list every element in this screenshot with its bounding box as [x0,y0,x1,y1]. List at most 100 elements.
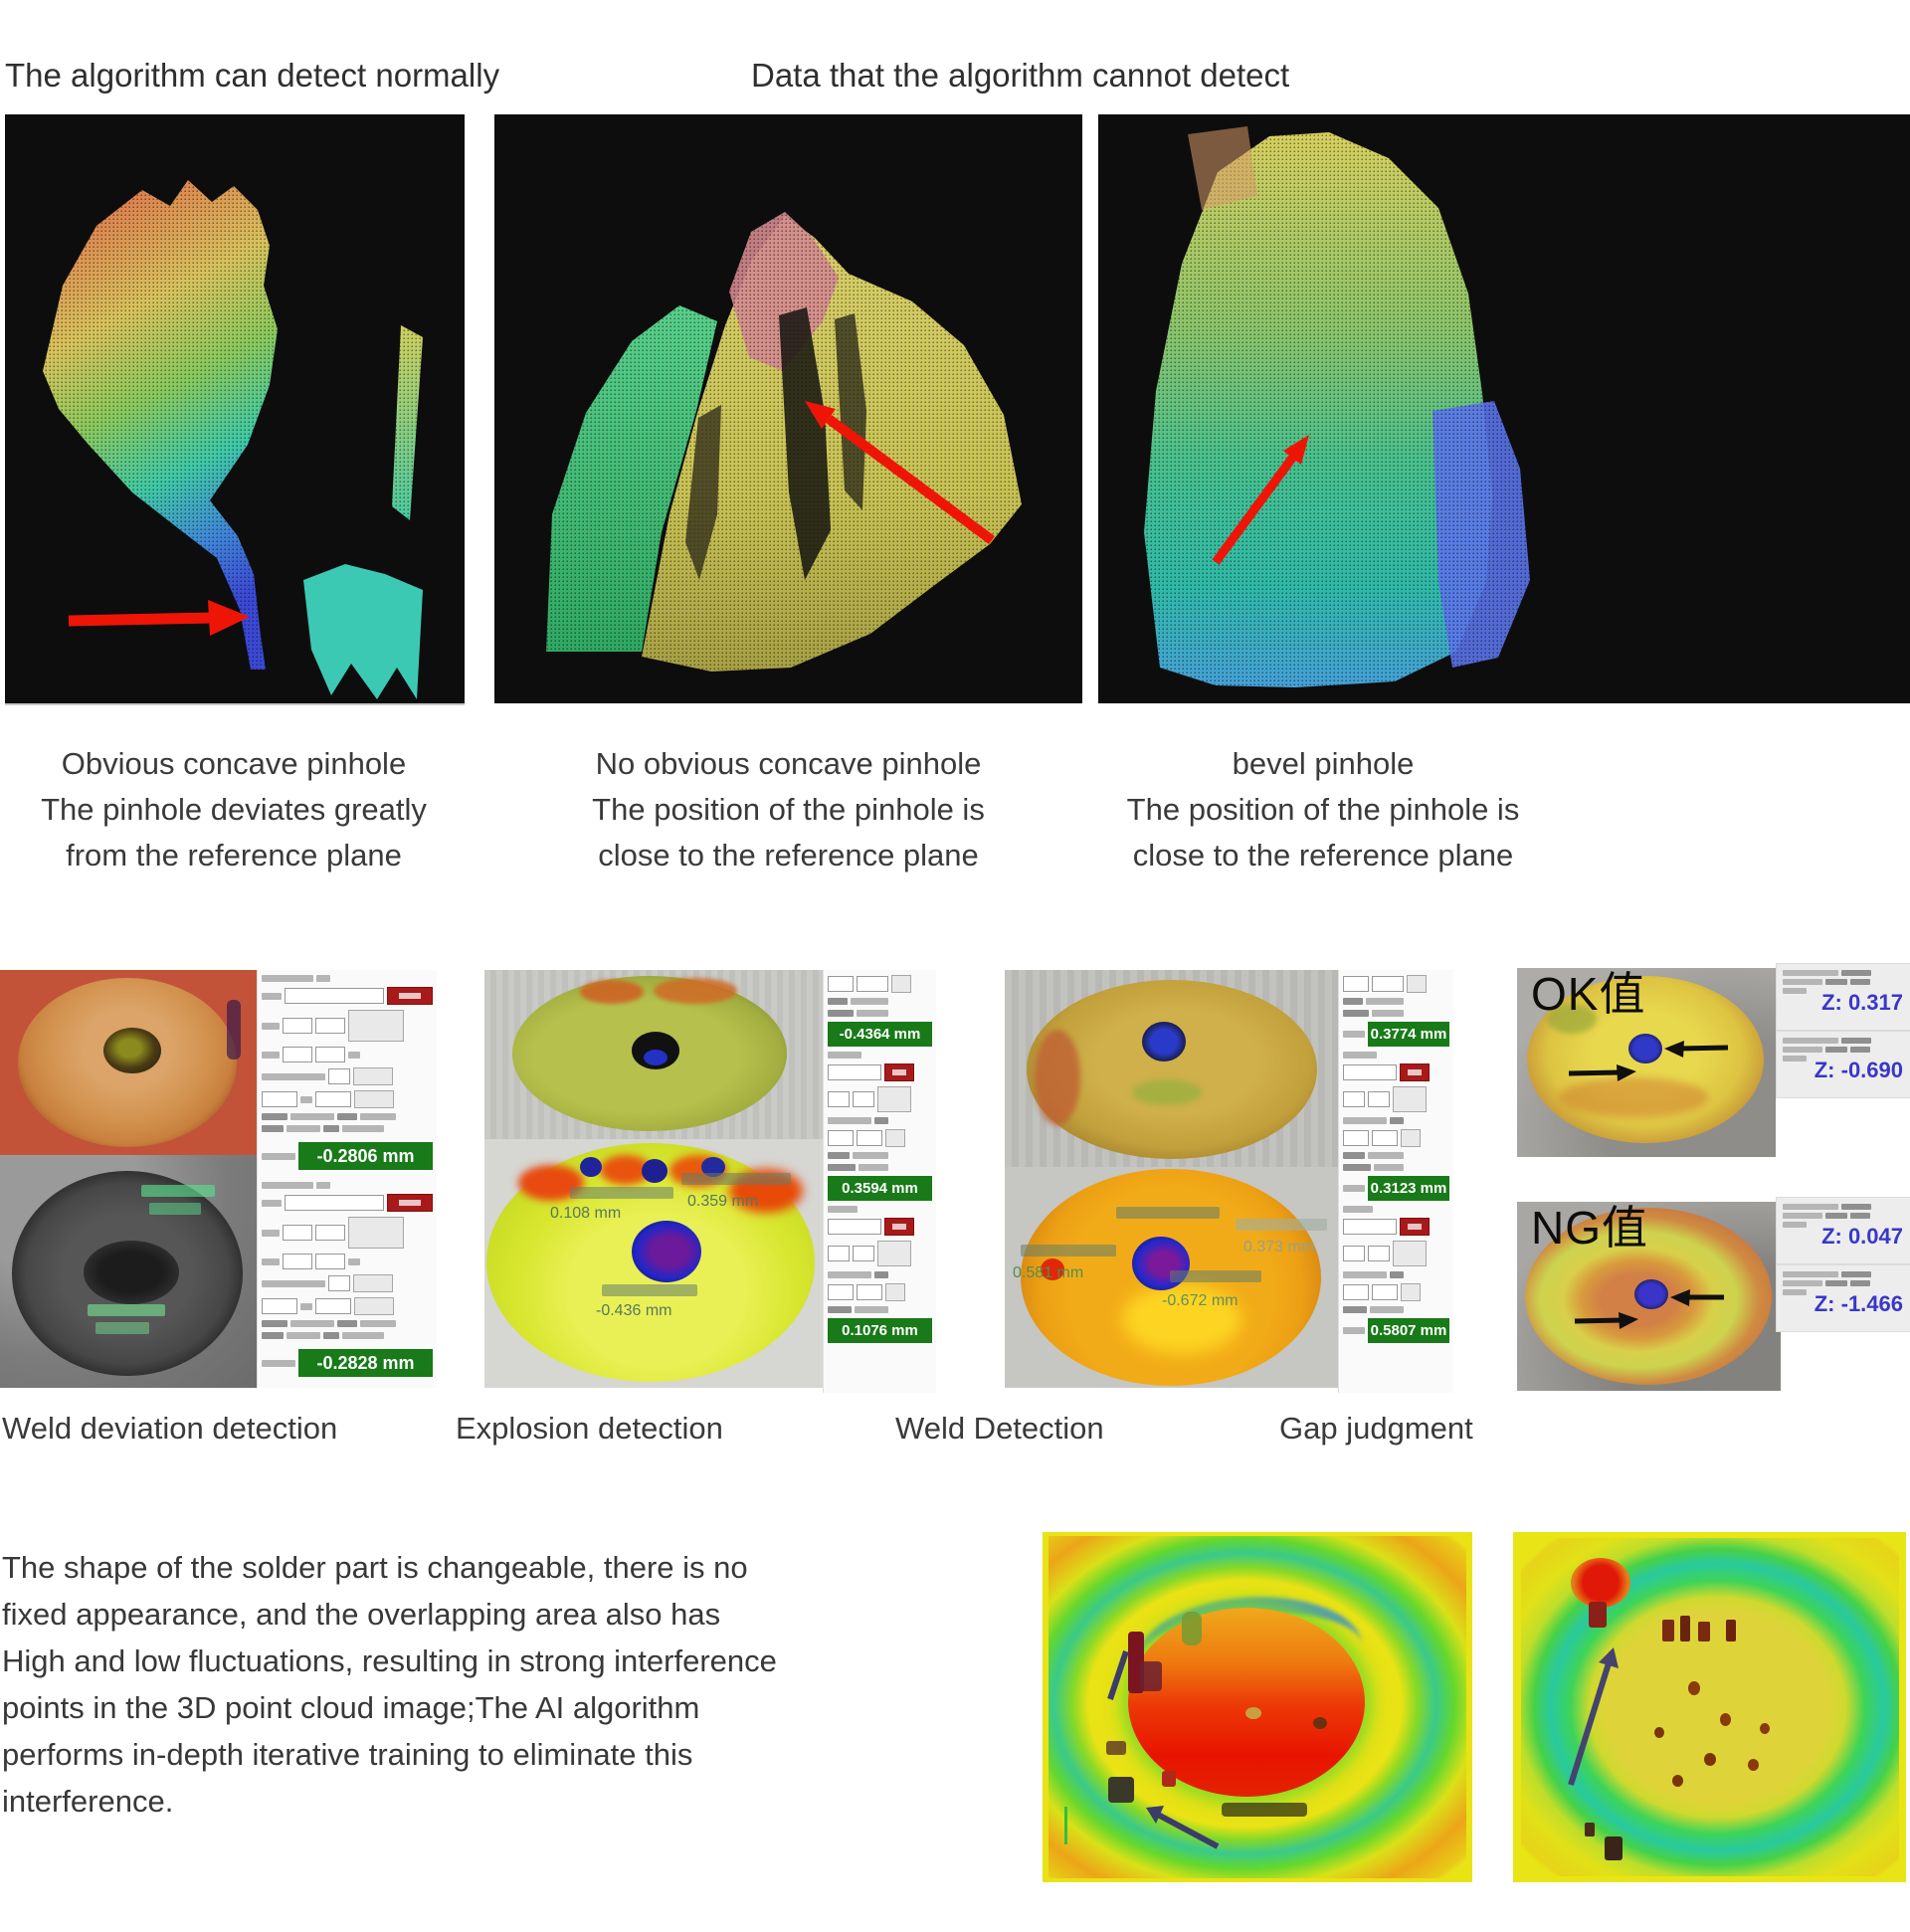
annotation-label-blur [602,1284,697,1296]
text-input [315,1091,351,1107]
annotation-value: 0.581 mm [1013,1264,1084,1281]
orange-mottle [1559,1077,1708,1117]
red-arrow-icon [1212,435,1309,565]
green-annotation-blur [141,1185,215,1197]
paragraph-line-3: High and low fluctuations, resulting in … [2,1643,777,1678]
ok-zbox-2: Z: -0.690 [1776,1031,1910,1098]
button [348,1217,404,1249]
red-button [387,1194,433,1212]
label-blur [1825,1047,1847,1053]
green-bump [1182,1612,1202,1645]
result-value: -0.4364 mm [828,1022,932,1047]
red-button [884,1063,914,1081]
paragraph-line-5: performs in-depth iterative training to … [2,1737,693,1772]
text-input [315,1225,345,1241]
text-input [283,1225,312,1241]
brown-stick [1726,1620,1736,1642]
label-blur [316,1182,330,1189]
ok-zbox-1: Z: 0.317 [1776,963,1910,1031]
button [353,1274,393,1292]
label-blur [874,1117,888,1124]
label-blur [1850,1213,1870,1219]
explosion-heatmap: 0.108 mm 0.359 mm -0.436 mm [484,1139,823,1388]
label-blur [262,975,313,982]
label-blur [262,1072,325,1080]
weld-deviation-sidebar: -0.2806 mm -0.2828 mm [257,970,437,1388]
result-value: 0.5807 mm [1368,1318,1449,1343]
dark-shadow [1222,1803,1307,1817]
label-explosion: Explosion detection [456,1411,723,1446]
button [1393,1086,1427,1112]
label-blur [1368,1152,1404,1159]
label-blur [1783,1204,1838,1210]
brown-dot [1672,1775,1683,1787]
label-blur [1783,1280,1822,1286]
text-input [315,1018,345,1034]
button [353,1067,393,1085]
label-blur [1783,1213,1822,1219]
text-input [828,1091,850,1107]
bottom-paragraph: The shape of the solder part is changeab… [2,1544,1037,1825]
label-blur [323,1125,339,1132]
label-blur [262,992,282,1000]
caption-2: No obvious concave pinhole The position … [517,741,1059,878]
annotation-label-blur [570,1187,673,1199]
header-left: The algorithm can detect normally [5,57,500,94]
red-button [1400,1218,1430,1236]
label-blur [851,998,888,1005]
result-value: 0.3594 mm [828,1176,932,1201]
text-input [828,1130,854,1146]
brown-dot [1704,1753,1716,1766]
small-dot [1313,1717,1327,1729]
annotation-label-blur [1170,1270,1261,1282]
brown-dot [1688,1681,1700,1695]
label-blur [337,1320,357,1327]
text-input [828,1219,881,1235]
label-blur [859,1164,888,1171]
label-blur [828,1152,850,1159]
z-value: Z: -0.690 [1814,1058,1903,1082]
caption-3-line-1: bevel pinhole [1232,746,1415,781]
caption-1-line-2: The pinhole deviates greatly [41,792,427,827]
text-input [1343,1284,1369,1300]
green-annotation-blur [149,1203,201,1215]
button [348,1010,404,1042]
brown-dot [1654,1727,1664,1738]
red-blob [1571,1558,1630,1608]
ng-zbox-1: Z: 0.047 [1776,1197,1910,1264]
label-blur [262,1199,282,1207]
label-blur [1841,1271,1871,1277]
text-input [853,1091,874,1107]
label-blur [1783,1038,1838,1044]
label-blur [262,1332,284,1339]
label-blur [1783,970,1838,976]
label-blur [290,1320,334,1327]
label-blur [1343,1271,1387,1278]
dark-box [1108,1777,1134,1803]
annotation-label-blur [681,1173,791,1185]
label-blur [855,1306,888,1313]
gap-ng-photo: NG值 [1517,1202,1781,1391]
label-blur [1370,1306,1404,1313]
text-input [1368,1246,1390,1261]
label-blur [1783,979,1822,985]
navy-arrows [1107,1650,1220,1849]
text-input [262,1298,297,1314]
label-blur [1825,979,1847,985]
brown-stick [1662,1620,1674,1642]
annotation-value: 0.359 mm [687,1193,759,1210]
weld-deviation-photo-color [0,970,257,1155]
label-blur [262,1320,287,1327]
caption-3-line-2: The position of the pinhole is [1126,792,1520,827]
blue-center [632,1221,701,1282]
blue-speck [580,1157,602,1177]
red-arrow-icon [68,600,250,636]
label-blur [828,1206,858,1213]
button [1401,1129,1421,1147]
label-weld-deviation: Weld deviation detection [2,1411,338,1446]
blue-pinhole [1628,1034,1662,1063]
red-button [1400,1063,1430,1081]
label-blur [1374,1164,1404,1171]
label-blur [360,1320,396,1327]
